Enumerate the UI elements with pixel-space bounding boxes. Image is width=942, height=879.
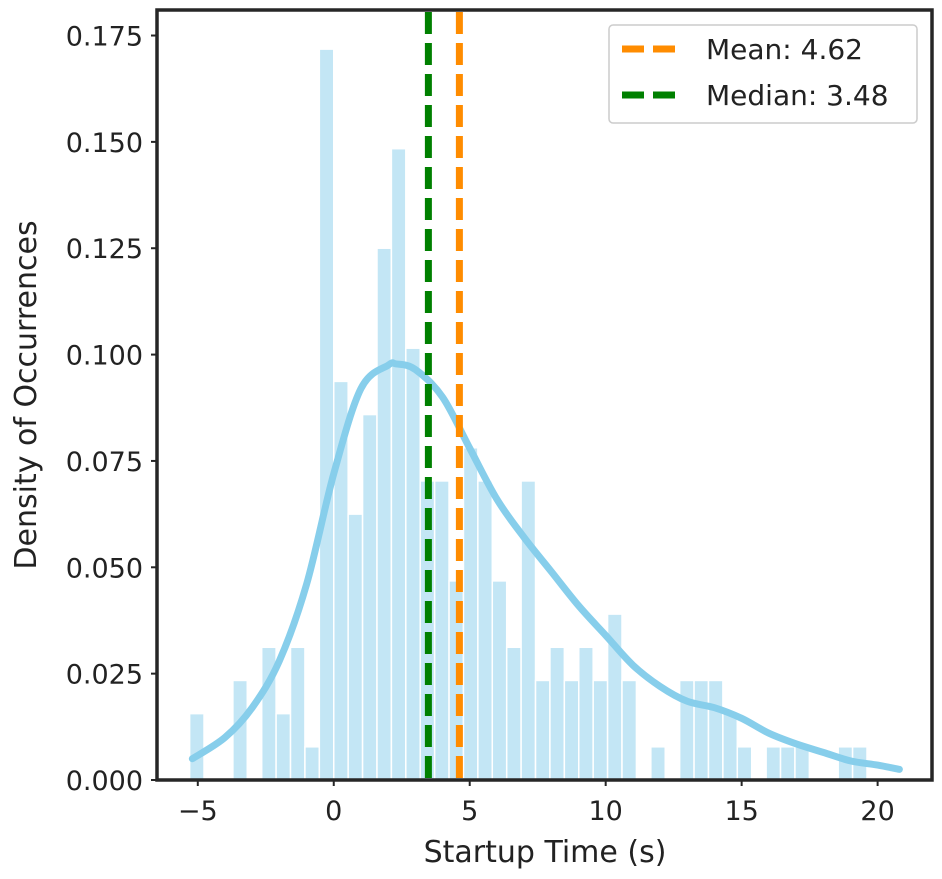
- histogram-bar: [491, 580, 508, 781]
- y-tick-label: 0.000: [66, 766, 143, 797]
- x-axis-ticks: −5 0 5 10 15 20: [178, 780, 895, 827]
- y-tick-label: 0.075: [66, 447, 143, 478]
- legend: Mean: 4.62 Median: 3.48: [608, 24, 918, 124]
- histogram-bar: [765, 746, 782, 781]
- histogram-bar: [549, 646, 566, 781]
- histogram-bar: [477, 480, 494, 781]
- y-tick-label: 0.125: [66, 234, 143, 265]
- x-axis-label: Startup Time (s): [424, 835, 667, 870]
- x-tick-label: 20: [860, 796, 894, 827]
- histogram-bars: [188, 48, 868, 781]
- x-tick-label: 15: [724, 796, 758, 827]
- histogram-bar: [390, 147, 407, 781]
- histogram-bar: [779, 746, 796, 781]
- histogram-bar: [188, 712, 205, 781]
- y-tick-label: 0.025: [66, 660, 143, 691]
- histogram-bar: [289, 646, 306, 781]
- y-axis-ticks: 0.000 0.025 0.050 0.075 0.100 0.125 0.150 0.175: [66, 22, 157, 797]
- histogram-bar: [592, 679, 609, 781]
- histogram-bar: [578, 646, 594, 781]
- legend-box: [608, 24, 918, 124]
- histogram-bar: [534, 679, 551, 781]
- x-tick-label: −5: [178, 796, 218, 827]
- histogram-bar: [693, 679, 710, 781]
- y-tick-label: 0.175: [66, 22, 143, 53]
- histogram-bar: [275, 712, 292, 781]
- histogram-bar: [405, 347, 421, 781]
- legend-mean-label: Mean: 4.62: [706, 33, 863, 66]
- histogram-bar: [794, 746, 811, 781]
- y-tick-label: 0.050: [66, 553, 143, 584]
- legend-median-label: Median: 3.48: [706, 79, 889, 112]
- histogram-bar: [736, 746, 753, 781]
- histogram-bar: [376, 247, 393, 781]
- histogram-bar: [722, 712, 739, 781]
- histogram-bar: [621, 679, 638, 781]
- histogram-bar: [361, 413, 378, 781]
- x-tick-label: 0: [325, 796, 342, 827]
- histogram-bar: [462, 447, 479, 781]
- histogram-bar: [707, 679, 724, 781]
- plot-frame: [155, 8, 934, 782]
- histogram-bar: [563, 679, 580, 781]
- histogram-bar: [650, 746, 666, 781]
- histogram-bar: [433, 480, 450, 781]
- kde-curve: [188, 359, 903, 773]
- histogram-bar: [347, 513, 364, 781]
- x-tick-label: 5: [461, 796, 478, 827]
- y-tick-label: 0.150: [66, 128, 143, 159]
- y-axis-label: Density of Occurrences: [9, 220, 44, 569]
- y-tick-label: 0.100: [66, 341, 143, 372]
- histogram-bar: [505, 646, 522, 781]
- histogram-bar: [520, 480, 537, 781]
- histogram-bar: [318, 48, 335, 781]
- histogram-bar: [304, 746, 321, 781]
- x-tick-label: 10: [589, 796, 623, 827]
